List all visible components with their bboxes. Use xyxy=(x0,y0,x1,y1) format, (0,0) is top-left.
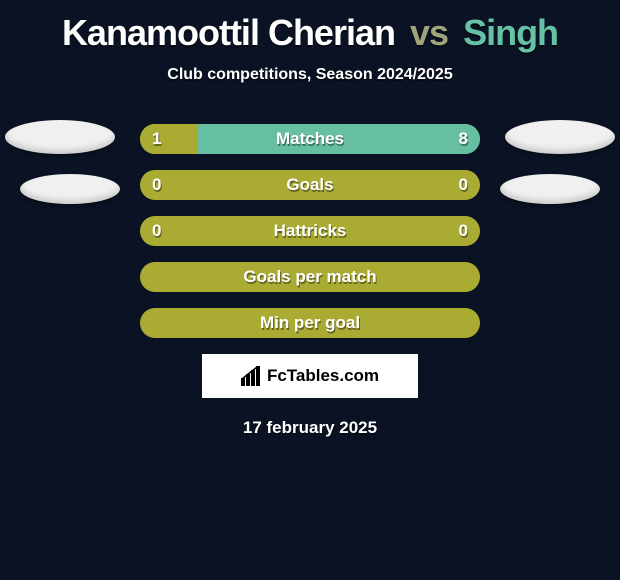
stat-bar-right xyxy=(198,124,480,154)
bars-icon xyxy=(241,366,263,386)
player2-name: Singh xyxy=(463,12,558,53)
stat-row: Hattricks00 xyxy=(140,216,480,246)
stat-row: Goals per match xyxy=(140,262,480,292)
stat-value-right: 0 xyxy=(459,216,468,246)
stat-bar-left xyxy=(140,124,198,154)
brand-badge: FcTables.com xyxy=(202,354,418,398)
brand-text: FcTables.com xyxy=(267,366,379,386)
stat-row: Min per goal xyxy=(140,308,480,338)
stat-value-right: 0 xyxy=(459,170,468,200)
stat-bar xyxy=(140,124,480,154)
stat-bar xyxy=(140,262,480,292)
stat-value-right: 8 xyxy=(459,124,468,154)
stat-row: Matches18 xyxy=(140,124,480,154)
stat-bar xyxy=(140,308,480,338)
player1-name: Kanamoottil Cherian xyxy=(62,12,395,53)
stat-value-left: 0 xyxy=(152,170,161,200)
stats-container: Matches18Goals00Hattricks00Goals per mat… xyxy=(0,124,620,338)
subtitle: Club competitions, Season 2024/2025 xyxy=(0,66,620,84)
stat-value-left: 1 xyxy=(152,124,161,154)
stat-bar xyxy=(140,170,480,200)
stat-value-left: 0 xyxy=(152,216,161,246)
stat-row: Goals00 xyxy=(140,170,480,200)
vs-label: vs xyxy=(410,12,448,53)
date-label: 17 february 2025 xyxy=(0,418,620,438)
page-title: Kanamoottil Cherian vs Singh xyxy=(0,0,620,54)
stat-bar xyxy=(140,216,480,246)
